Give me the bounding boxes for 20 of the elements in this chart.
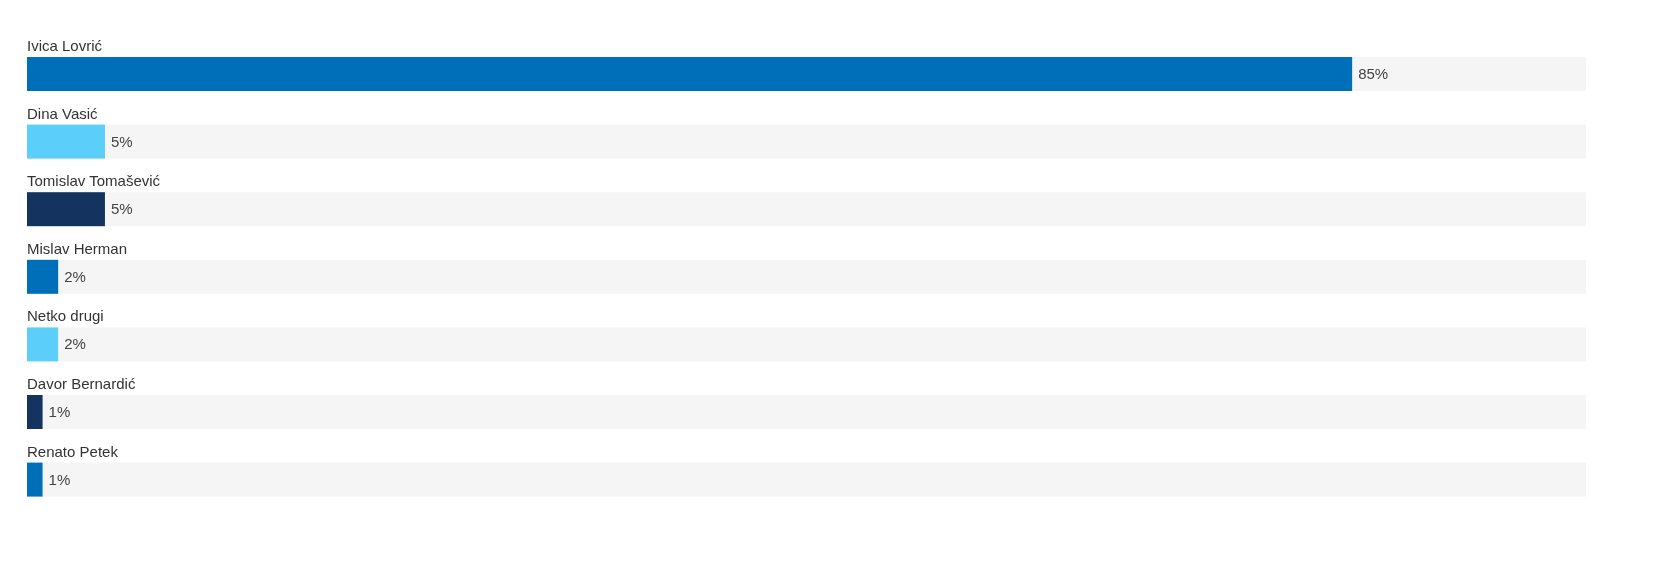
data-label: 2%	[64, 335, 86, 353]
bar	[27, 192, 105, 227]
data-label: 85%	[1358, 65, 1389, 82]
y-tick-label: Netko drugi	[27, 307, 104, 325]
data-label: 1%	[48, 403, 71, 420]
data-label: 5%	[110, 200, 133, 218]
y-tick-label: Ivica Lovrić	[27, 37, 103, 54]
y-tick-label: Mislav Herman	[27, 239, 128, 257]
y-tick-label: Tomislav Tomašević	[27, 172, 161, 190]
y-tick-label: Renato Petek	[27, 442, 119, 460]
bar	[27, 124, 105, 159]
data-label: 2%	[64, 267, 86, 285]
bar	[27, 259, 59, 294]
data-label: 1%	[48, 470, 71, 488]
bar	[27, 395, 43, 429]
bar	[27, 462, 43, 497]
data-label: 5%	[110, 132, 133, 150]
y-tick-label: Dina Vasić	[27, 104, 99, 122]
bar	[27, 327, 59, 362]
y-tick-label: Davor Bernardić	[27, 375, 136, 392]
